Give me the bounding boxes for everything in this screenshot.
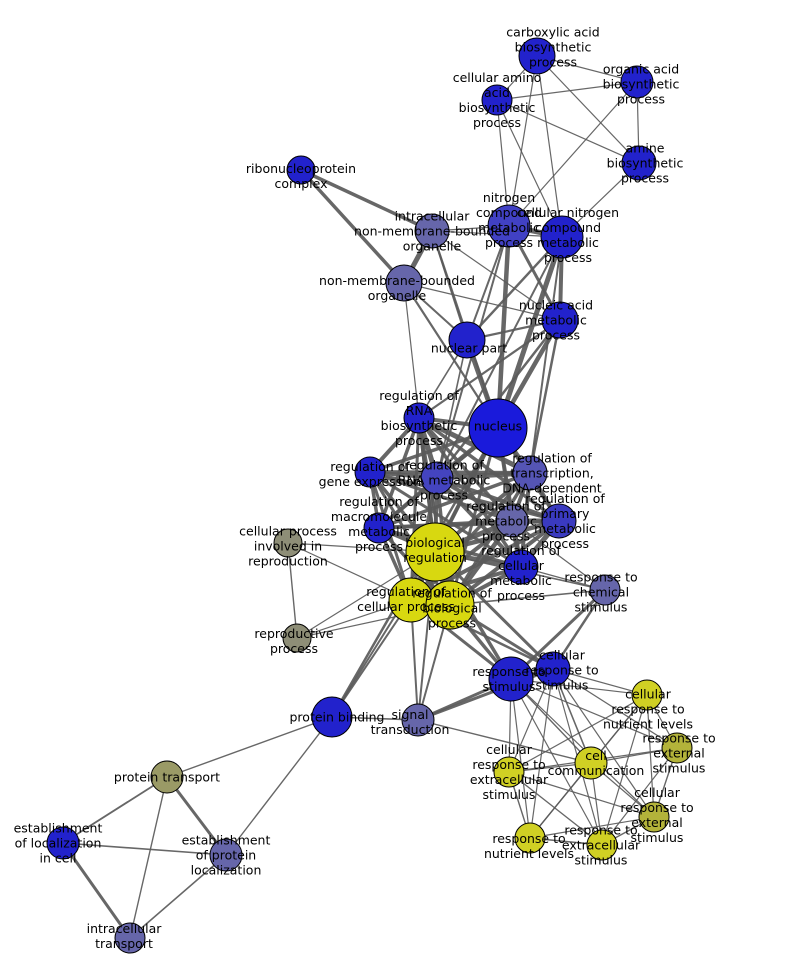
- graph-node-regulation_transcription_dna[interactable]: [512, 455, 548, 491]
- graph-edge: [528, 318, 562, 475]
- graph-edge: [417, 318, 562, 420]
- graph-edge: [601, 747, 678, 846]
- graph-node-regulation_biological_process[interactable]: [425, 580, 475, 630]
- graph-edge: [510, 678, 603, 846]
- graph-node-cellular_process_reproduction[interactable]: [273, 528, 303, 558]
- graph-edge: [436, 339, 468, 479]
- graph-edge: [368, 470, 514, 523]
- graph-edge: [495, 234, 565, 431]
- graph-node-response_extracellular_stimulus[interactable]: [586, 829, 618, 861]
- graph-edge: [368, 470, 561, 523]
- graph-edge: [403, 282, 561, 321]
- graph-edge: [496, 99, 563, 238]
- graph-edge: [431, 230, 561, 321]
- graph-node-carboxylic_acid_biosynth[interactable]: [518, 37, 556, 75]
- graph-edge: [287, 542, 412, 601]
- graph-node-regulation_metabolic[interactable]: [495, 504, 529, 538]
- graph-edge: [403, 282, 420, 419]
- graph-node-cellular_response_stimulus[interactable]: [535, 651, 571, 687]
- graph-edge: [510, 678, 531, 839]
- graph-node-regulation_cellular_metabolic[interactable]: [503, 549, 539, 585]
- graph-node-ribonucleoprotein_complex[interactable]: [286, 155, 316, 185]
- graph-node-response_chemical_stimulus[interactable]: [589, 574, 621, 606]
- graph-edge: [508, 771, 603, 846]
- graph-node-nitrogen_compound_metabolic[interactable]: [487, 204, 531, 248]
- graph-edge: [646, 694, 655, 818]
- edge-layer: [61, 55, 678, 940]
- graph-edge: [508, 55, 538, 227]
- graph-node-intracellular_nmb_organelle[interactable]: [414, 213, 450, 249]
- graph-edge: [508, 771, 655, 818]
- graph-node-nucleus[interactable]: [468, 398, 528, 458]
- graph-node-biological_regulation[interactable]: [405, 522, 465, 582]
- graph-edge: [508, 81, 638, 227]
- graph-node-establishment_protein_localization[interactable]: [209, 838, 243, 872]
- graph-edge: [511, 520, 606, 591]
- graph-node-protein_transport[interactable]: [150, 760, 184, 794]
- graph-node-organic_acid_biosynth[interactable]: [620, 65, 654, 99]
- graph-edge: [529, 816, 655, 839]
- graph-edge: [536, 55, 563, 238]
- graph-edge: [166, 716, 333, 778]
- graph-edge: [495, 223, 512, 431]
- graph-edge: [62, 842, 227, 856]
- graph-node-cellular_nitrogen_compound_metabolic[interactable]: [540, 215, 584, 259]
- graph-node-establishment_localization_in_cell[interactable]: [46, 826, 80, 860]
- graph-node-nuclear_part[interactable]: [448, 321, 486, 359]
- graph-node-regulation_rna_biosynth[interactable]: [403, 402, 435, 434]
- graph-edge: [510, 678, 648, 696]
- graph-edge: [417, 416, 561, 523]
- graph-node-nmb_organelle[interactable]: [385, 264, 423, 302]
- graph-edge: [496, 81, 638, 101]
- graph-edge: [536, 55, 640, 164]
- graph-node-response_stimulus[interactable]: [488, 656, 534, 702]
- node-layer: [46, 37, 693, 954]
- graph-node-cellular_response_external[interactable]: [638, 801, 670, 833]
- graph-edge: [417, 416, 523, 569]
- graph-edge: [299, 168, 406, 285]
- graph-node-regulation_rna_metabolic[interactable]: [420, 461, 454, 495]
- graph-edge: [508, 668, 554, 773]
- graph-edge: [508, 694, 648, 773]
- graph-node-protein_binding[interactable]: [311, 696, 353, 738]
- graph-edge: [552, 668, 655, 818]
- graph-edge: [61, 841, 132, 940]
- graph-edge: [510, 678, 655, 818]
- graph-node-nucleic_acid_metabolic[interactable]: [541, 301, 579, 339]
- graph-edge: [417, 719, 592, 764]
- graph-edge: [62, 776, 168, 844]
- graph-node-regulation_gene_expression[interactable]: [354, 456, 386, 488]
- graph-node-intracellular_transport[interactable]: [114, 922, 146, 954]
- graph-edge: [287, 542, 298, 639]
- graph-edge: [529, 236, 563, 474]
- graph-node-reproductive_process[interactable]: [282, 623, 312, 653]
- graph-node-response_external_stimulus[interactable]: [661, 732, 693, 764]
- graph-node-amine_biosynth[interactable]: [621, 145, 657, 181]
- graph-edge: [225, 716, 333, 856]
- graph-edge: [129, 776, 168, 939]
- graph-node-cellular_amino_acid_biosynth[interactable]: [481, 84, 513, 116]
- graph-node-cellular_response_nutrient_levels[interactable]: [631, 679, 663, 711]
- graph-edge: [129, 854, 227, 939]
- graph-edge: [449, 589, 606, 606]
- graph-edge: [552, 668, 678, 749]
- graph-node-regulation_macromolecule_metabolic[interactable]: [363, 512, 395, 544]
- graph-node-signal_transduction[interactable]: [401, 703, 435, 737]
- graph-edge: [496, 99, 640, 164]
- graph-node-cellular_response_extracellular[interactable]: [493, 756, 525, 788]
- graph-node-cell_communication[interactable]: [574, 746, 608, 780]
- graph-edge: [601, 694, 648, 846]
- graph-edge: [331, 599, 412, 718]
- graph-node-response_nutrient_levels[interactable]: [514, 822, 546, 854]
- graph-node-regulation_primary_metabolic[interactable]: [541, 503, 577, 539]
- graph-edge: [299, 168, 434, 233]
